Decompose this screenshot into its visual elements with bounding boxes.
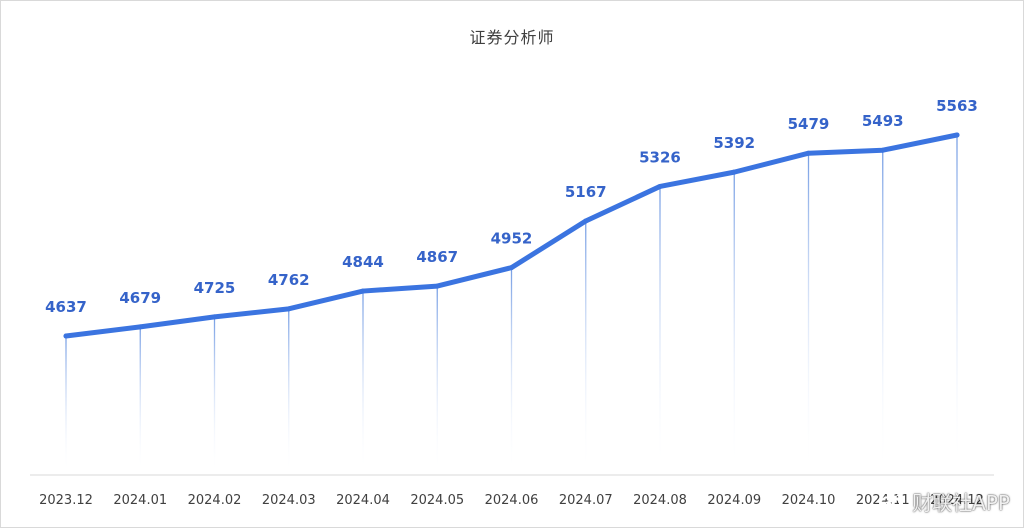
data-label: 4679 [119,289,161,307]
x-tick-label: 2024.07 [559,493,613,508]
data-point [509,265,514,271]
x-tick-label: 2024.11 [856,493,910,508]
data-label: 5479 [788,115,830,133]
x-tick-label: 2023.12 [39,493,93,508]
data-point [657,183,663,189]
data-point [731,169,737,175]
series-layer [63,132,960,339]
data-point [806,150,811,156]
data-label: 4952 [491,230,533,248]
data-label: 5493 [862,112,904,130]
x-tick-label: 2024.04 [336,493,390,508]
data-label: 4867 [416,248,458,266]
data-label: 5392 [713,134,755,152]
x-tick-label: 2024.02 [188,493,242,508]
data-point [954,132,960,138]
data-point [212,314,217,320]
data-label: 5167 [565,183,607,201]
data-label: 5326 [639,148,681,166]
x-tick-label: 2024.05 [410,493,464,508]
data-label: 5563 [936,97,978,115]
x-tick-label: 2024.09 [707,493,761,508]
drop-lines [65,134,958,476]
x-tick-label: 2024.08 [633,493,687,508]
data-point [286,306,292,312]
x-tick-label: 2024.06 [485,493,539,508]
chart-title: 证券分析师 [469,28,555,47]
data-point [360,288,366,294]
x-tick-label: 2024.10 [782,493,836,508]
data-point [63,333,69,339]
data-point [434,283,440,289]
data-point [880,147,886,153]
data-label: 4844 [342,253,384,271]
data-label: 4762 [268,271,310,289]
x-tick-labels: 2023.12 2024.01 2024.02 2024.03 2024.04 2024.… [39,493,984,508]
data-label: 4637 [45,298,87,316]
x-tick-label: 2024.12 [930,493,984,508]
x-tick-label: 2024.03 [262,493,316,508]
data-point [137,324,143,330]
data-label-layer: 4637 4679 4725 4762 4844 4867 4952 5167 5326 5392… [45,97,978,316]
x-tick-label: 2024.01 [113,493,167,508]
data-label: 4725 [194,279,236,297]
data-point [583,218,589,224]
